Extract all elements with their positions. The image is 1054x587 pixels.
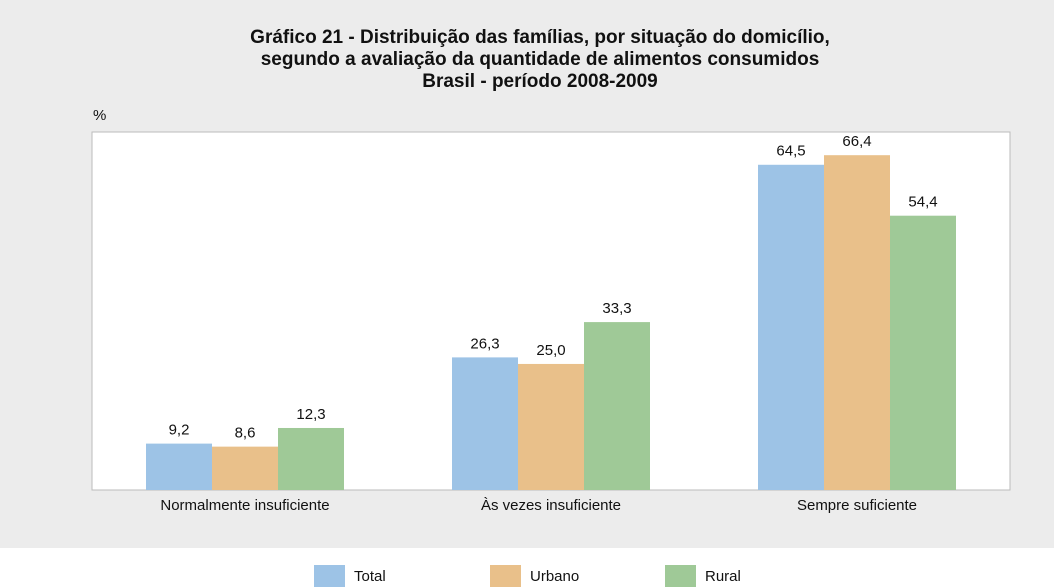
data-label: 26,3 bbox=[470, 335, 499, 352]
bar bbox=[212, 446, 278, 490]
legend-swatch bbox=[314, 565, 345, 587]
legend-swatch bbox=[490, 565, 521, 587]
chart-title: Brasil - período 2008-2009 bbox=[422, 71, 658, 92]
data-label: 12,3 bbox=[296, 406, 325, 423]
legend-label: Rural bbox=[705, 568, 741, 585]
bar bbox=[890, 215, 956, 490]
bar bbox=[758, 164, 824, 490]
legend-label: Urbano bbox=[530, 568, 579, 585]
x-tick-label: Sempre suficiente bbox=[797, 497, 917, 514]
legend-swatch bbox=[665, 565, 696, 587]
bar bbox=[584, 322, 650, 490]
legend-label: Total bbox=[354, 568, 386, 585]
bar bbox=[824, 155, 890, 490]
chart-title: segundo a avaliação da quantidade de ali… bbox=[261, 49, 820, 70]
x-tick-label: Às vezes insuficiente bbox=[481, 497, 621, 514]
bar bbox=[518, 363, 584, 490]
data-label: 9,2 bbox=[169, 422, 190, 439]
bar bbox=[452, 357, 518, 490]
chart-title: Gráfico 21 - Distribuição das famílias, … bbox=[250, 27, 830, 48]
data-label: 54,4 bbox=[908, 194, 937, 211]
data-label: 8,6 bbox=[235, 425, 256, 442]
bar bbox=[146, 443, 212, 490]
data-label: 64,5 bbox=[776, 143, 805, 160]
x-tick-label: Normalmente insuficiente bbox=[160, 497, 329, 514]
data-label: 25,0 bbox=[536, 342, 565, 359]
bar bbox=[278, 427, 344, 490]
data-label: 66,4 bbox=[842, 133, 871, 150]
y-axis-label: % bbox=[93, 107, 106, 124]
data-label: 33,3 bbox=[602, 300, 631, 317]
